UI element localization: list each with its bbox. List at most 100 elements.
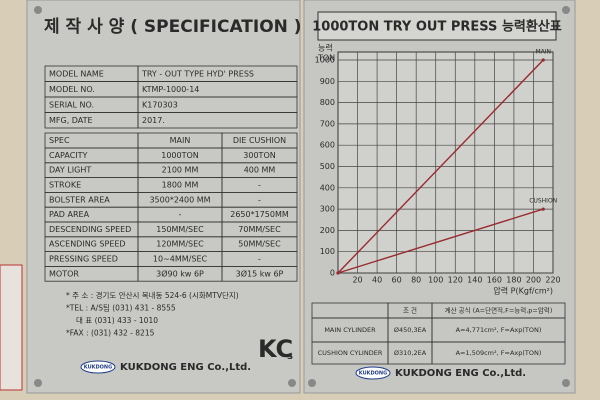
info-cell: KTMP-1000-14 (142, 85, 199, 94)
logo-oval (355, 366, 391, 380)
spec-cell: DESCENDING SPEED (49, 225, 131, 234)
spec-cell: MAIN (170, 136, 191, 145)
info-cell: MODEL NO. (49, 85, 95, 94)
formula-cell: Ø450,3EA (394, 326, 427, 334)
y-axis-label: TON (317, 54, 335, 63)
series-point (541, 207, 545, 211)
series-line (337, 208, 544, 274)
formula-cell: CUSHION CYLINDER (318, 349, 383, 357)
spec-cell: MOTOR (49, 269, 79, 278)
y-axis-label-top: 능력 (318, 43, 333, 53)
info-cell: MFG, DATE (49, 116, 93, 125)
sticker (0, 264, 23, 391)
spec-cell: DIE CUSHION (233, 136, 286, 145)
x-tick-label: 20 (352, 276, 362, 285)
series-line (337, 59, 544, 274)
spec-cell: 2100 MM (162, 166, 199, 175)
spec-cell: 2650*1750MM (230, 210, 289, 219)
address-line: * 주 소 : 경기도 안산시 목내동 524-6 (시화MTV단지) (66, 290, 239, 300)
x-tick-label: 140 (467, 276, 482, 285)
x-tick-label: 80 (411, 276, 421, 285)
spec-cell: 50MM/SEC (238, 240, 281, 249)
x-tick-label: 220 (545, 276, 560, 285)
series-point (541, 58, 545, 62)
logo: KUKDONG (84, 365, 112, 371)
spec-cell: STROKE (49, 181, 81, 190)
spec-cell: 3500*2400 MM (149, 195, 210, 204)
formula-cell: 조 건 (403, 306, 417, 315)
rivet (562, 379, 570, 387)
y-tick-label: 200 (320, 226, 335, 235)
spec-cell: SPEC (49, 136, 70, 145)
spec-cell: PAD AREA (49, 210, 90, 219)
series-label: CUSHION (529, 198, 557, 205)
info-cell: SERIAL NO. (49, 100, 94, 109)
y-tick-label: 0 (330, 269, 335, 278)
info-cell: MODEL NAME (49, 69, 104, 78)
series-point (336, 271, 340, 275)
y-tick-label: 800 (320, 98, 335, 107)
rivet (308, 379, 316, 387)
info-cell: 2017. (142, 116, 165, 125)
spec-cell: - (258, 195, 261, 204)
company: KUKDONG ENG Co.,Ltd. (395, 368, 526, 379)
spec-cell: 150MM/SEC (156, 225, 204, 234)
spec-cell: CAPACITY (49, 151, 88, 160)
info-cell: K170303 (142, 100, 178, 109)
right-title: 1000TON TRY OUT PRESS 능력환산표 (312, 19, 562, 35)
formula-cell: A=4,771cm², F=Axp(TON) (456, 326, 542, 334)
spec-cell: - (258, 181, 261, 190)
y-tick-label: 400 (320, 183, 335, 192)
series-label: MAIN (535, 49, 551, 56)
x-tick-label: 40 (372, 276, 382, 285)
kc-mark-sub: s (287, 351, 293, 362)
y-tick-label: 100 (320, 247, 335, 256)
y-tick-label: 500 (320, 162, 335, 171)
x-axis-label: 압력 P(Kgf/cm²) (493, 286, 553, 296)
x-tick-label: 180 (506, 276, 521, 285)
left-plate (26, 0, 301, 394)
left-title: 제 작 사 양 ( SPECIFICATION ) (44, 17, 302, 37)
address-line: *TEL : A/S팀 (031) 431 - 8555 (66, 304, 176, 313)
spec-cell: DAY LIGHT (49, 166, 91, 175)
spec-cell: - (179, 210, 182, 219)
spec-cell: 3Ø90 kw 6P (156, 268, 204, 278)
address-line: 대 표 (031) 433 - 1010 (76, 316, 158, 325)
formula-cell: 계산 공식 (A=단면적,F=능력,p=압력) (445, 306, 553, 315)
spec-cell: 1000TON (161, 151, 199, 160)
table-cell (431, 341, 566, 365)
spec-cell: PRESSING SPEED (49, 255, 118, 264)
y-tick-label: 300 (320, 205, 335, 214)
spec-cell: - (258, 255, 261, 264)
formula-cell: Ø310,2EA (394, 349, 427, 357)
x-tick-label: 100 (428, 276, 443, 285)
formula-cell: A=1,509cm², F=Axp(TON) (456, 349, 542, 357)
formula-cell: MAIN CYLINDER (324, 326, 376, 334)
rivet (288, 379, 296, 387)
info-cell: TRY - OUT TYPE HYD' PRESS (141, 69, 254, 78)
company: KUKDONG ENG Co.,Ltd. (120, 362, 251, 373)
spec-cell: 120MM/SEC (156, 240, 204, 249)
x-tick-label: 60 (392, 276, 402, 285)
rivet (34, 379, 42, 387)
spec-cell: 70MM/SEC (238, 225, 281, 234)
x-tick-label: 160 (487, 276, 502, 285)
y-tick-label: 1000 (315, 56, 335, 65)
spec-cell: ASCENDING SPEED (49, 240, 126, 249)
logo: KUKDONG (359, 371, 387, 377)
y-tick-label: 900 (320, 77, 335, 86)
table-cell (137, 112, 298, 129)
table-cell (221, 265, 298, 282)
y-tick-label: 700 (320, 119, 335, 128)
rivet (562, 6, 570, 14)
x-tick-label: 120 (448, 276, 463, 285)
x-tick-label: 200 (526, 276, 541, 285)
spec-cell: 1800 MM (162, 181, 199, 190)
spec-cell: 10~4MM/SEC (153, 255, 208, 264)
kc-mark: KC (258, 335, 293, 363)
title-box (317, 11, 557, 41)
spec-cell: 3Ø15 kw 6P (236, 268, 284, 278)
spec-cell: BOLSTER AREA (49, 195, 110, 204)
spec-cell: 300TON (243, 151, 275, 160)
y-tick-label: 600 (320, 141, 335, 150)
